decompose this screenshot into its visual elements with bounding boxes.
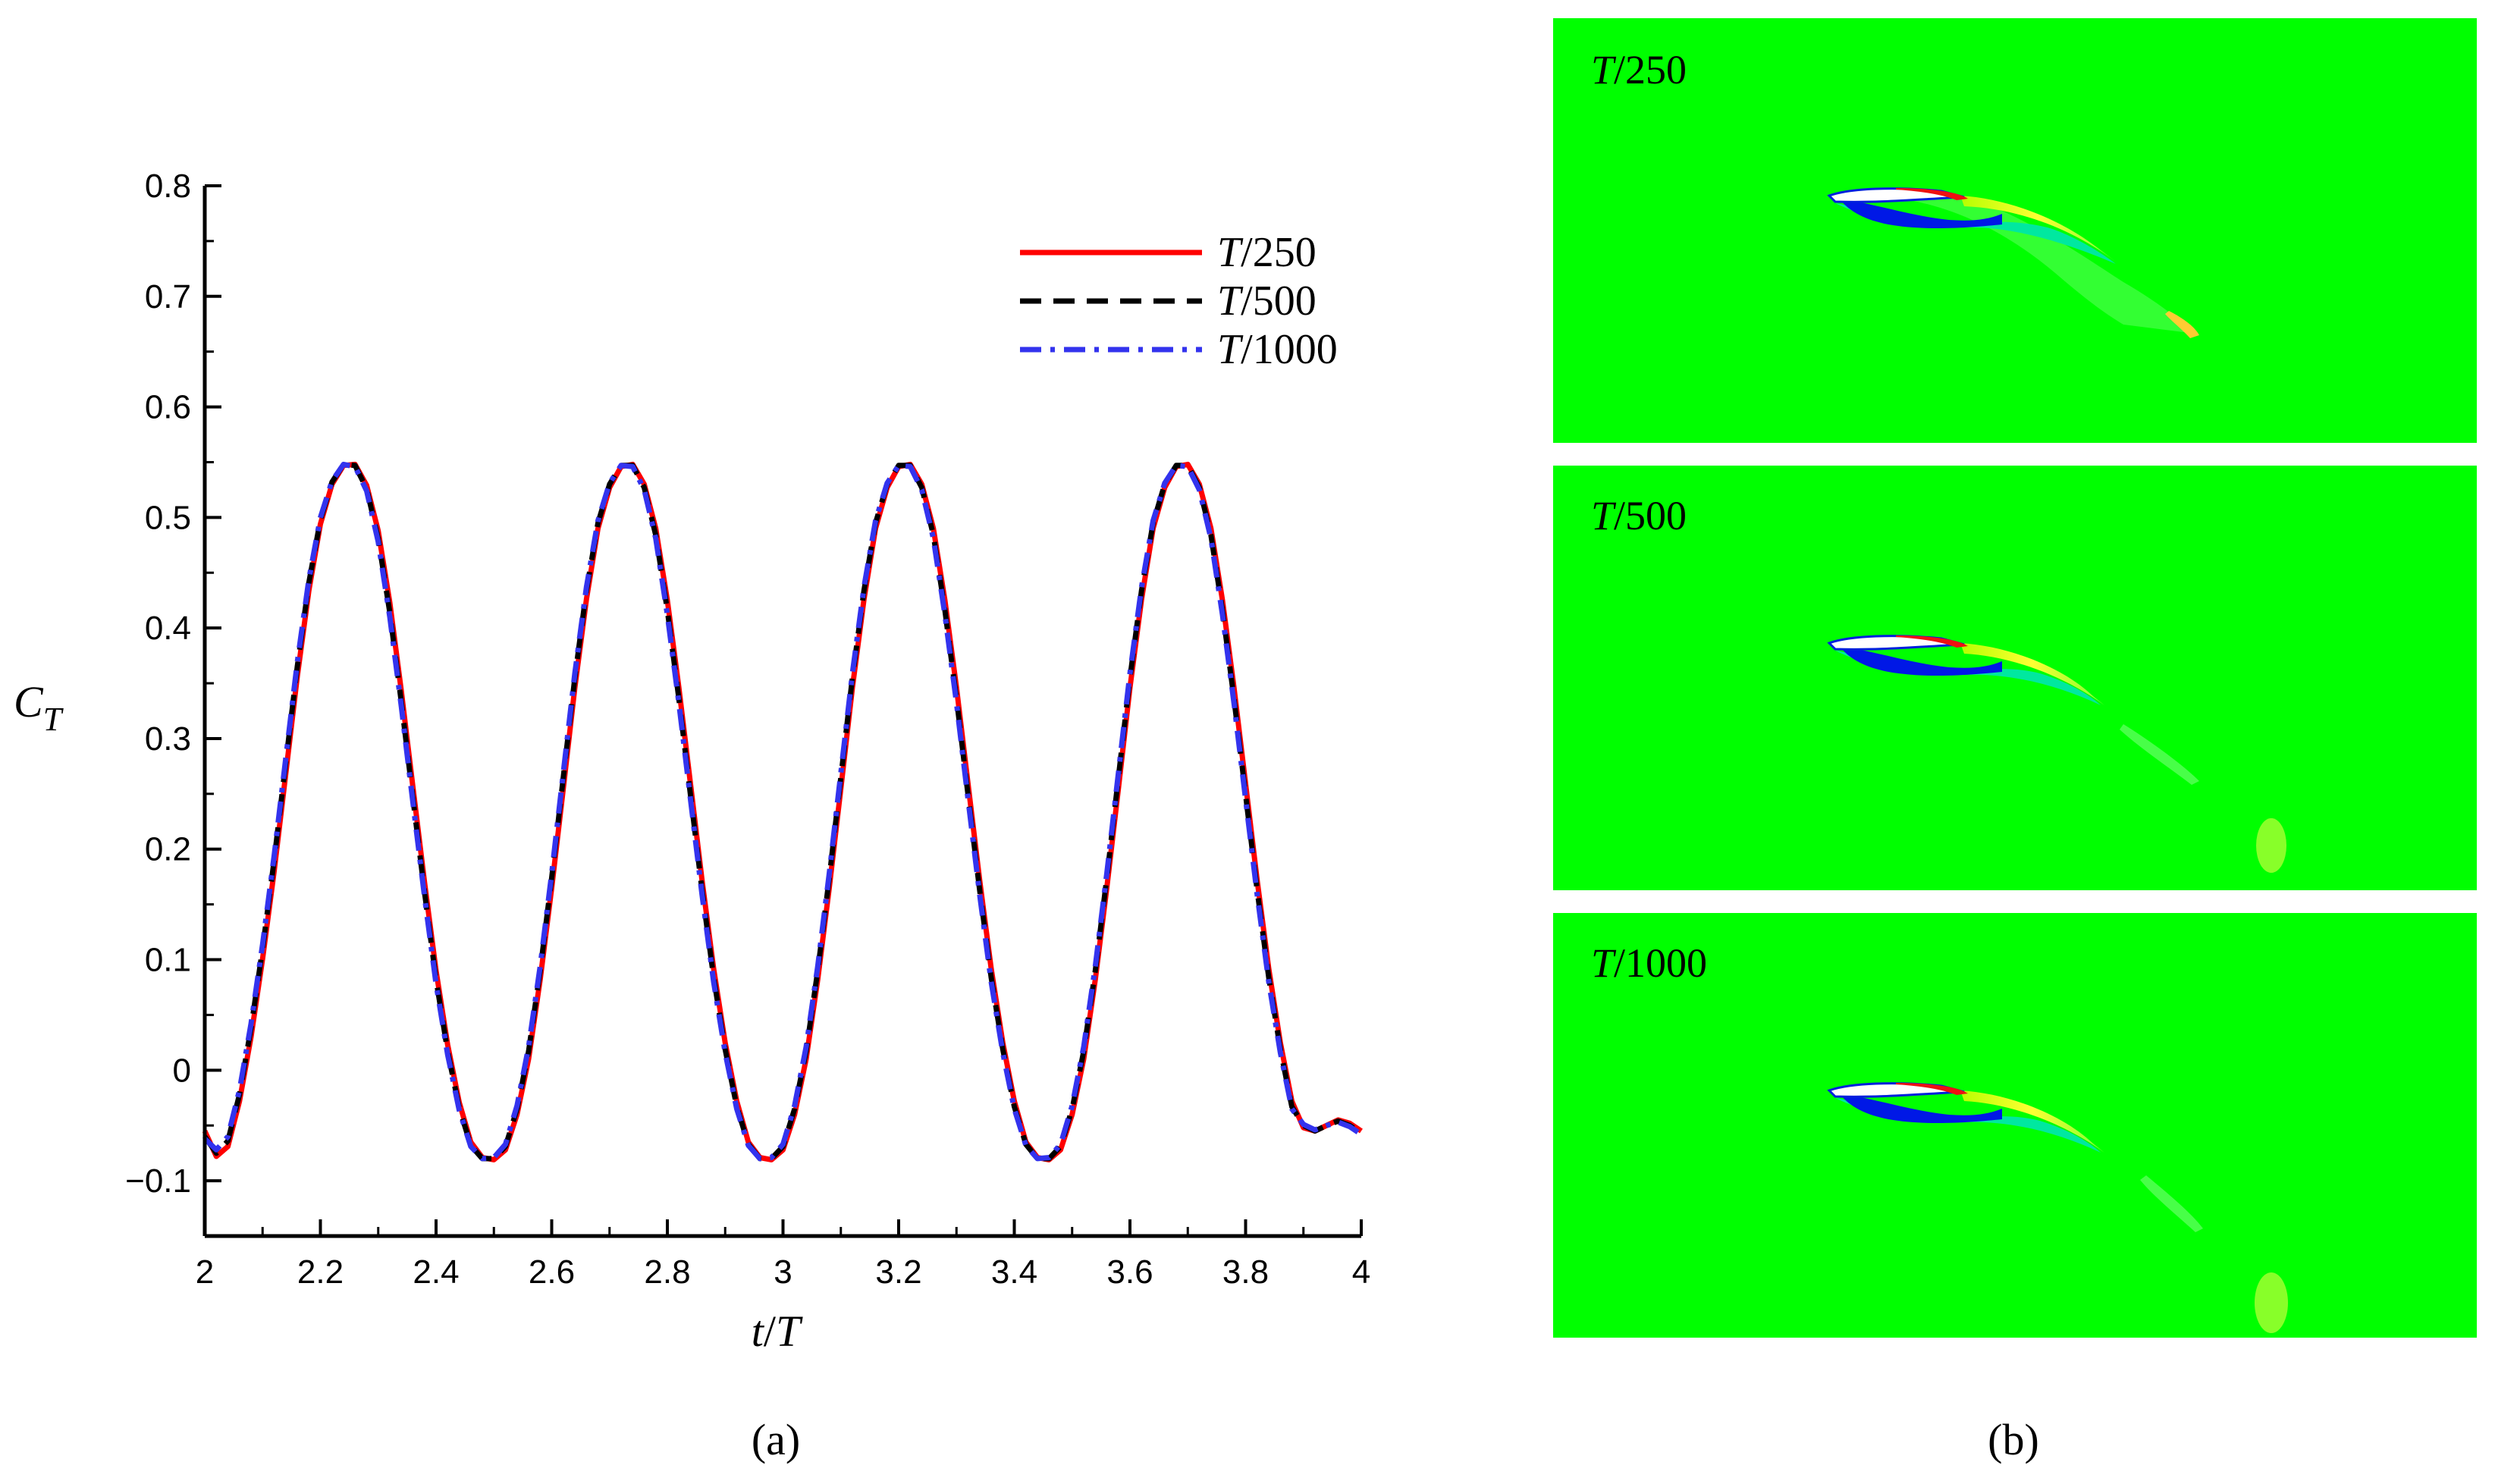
series-line-t-500	[202, 461, 1363, 1162]
x-tick-label: 2.2	[297, 1253, 344, 1291]
y-tick-label: 0.6	[145, 389, 191, 426]
legend-label: T/1000	[1217, 326, 1338, 373]
x-tick-label: 3	[774, 1253, 792, 1291]
x-tick-label: 2.4	[413, 1253, 459, 1291]
flow-wake-shapes	[1827, 187, 2199, 338]
chart-panel-a: 2 2.2 2.4 2.6 2.8 3 3.2 3.4 3.6 3.8 4 −0.1 0 0.1 0.2 0…	[14, 168, 1370, 1356]
y-axis-title: CT	[14, 677, 64, 738]
x-tick-label: 3.6	[1106, 1253, 1153, 1291]
contour-panel-t500: T/500	[1553, 466, 2477, 890]
legend-label: T/250	[1217, 229, 1317, 276]
y-tick-label: 0	[173, 1052, 191, 1089]
legend-label: T/500	[1217, 278, 1317, 325]
x-tick-label: 3.4	[991, 1253, 1037, 1291]
x-tick-label: 3.2	[875, 1253, 921, 1291]
y-tick-label: 0.5	[145, 499, 191, 536]
caption-b: (b)	[1988, 1415, 2039, 1464]
x-tick-label: 2	[196, 1253, 214, 1291]
panel-label-t250: T/250	[1591, 47, 1687, 93]
x-tick-label: 3.8	[1222, 1253, 1269, 1291]
plot-area	[202, 461, 1363, 1162]
series-line-t-1000	[202, 461, 1363, 1162]
flow-wake-shapes	[1827, 635, 2286, 873]
y-tick-label: −0.1	[125, 1162, 191, 1200]
y-tick-label: 0.2	[145, 831, 191, 868]
x-tick-label: 2.6	[529, 1253, 575, 1291]
x-tick-label: 4	[1352, 1253, 1370, 1291]
panel-label-t1000: T/1000	[1591, 940, 1707, 986]
contour-panel-t250: T/250	[1553, 18, 2477, 443]
contour-panel-t1000: T/1000	[1553, 913, 2477, 1338]
flow-wake-shapes	[1827, 1082, 2288, 1333]
x-axis-ticks: 2 2.2 2.4 2.6 2.8 3 3.2 3.4 3.6 3.8 4	[196, 1219, 1370, 1291]
caption-a: (a)	[752, 1415, 800, 1464]
contour-panel-b: T/250 T/500	[1553, 18, 2477, 1338]
y-tick-label: 0.7	[145, 278, 191, 315]
x-axis-title: t/T	[752, 1307, 803, 1356]
y-axis-ticks: −0.1 0 0.1 0.2 0.3 0.4 0.5 0.6 0.7 0.8	[125, 168, 221, 1238]
series-line-t-250	[202, 461, 1363, 1162]
panel-label-t500: T/500	[1591, 493, 1687, 538]
y-tick-label: 0.4	[145, 610, 191, 647]
x-tick-label: 2.8	[644, 1253, 690, 1291]
y-tick-label: 0.1	[145, 942, 191, 979]
y-tick-label: 0.3	[145, 720, 191, 758]
y-tick-label: 0.8	[145, 168, 191, 205]
